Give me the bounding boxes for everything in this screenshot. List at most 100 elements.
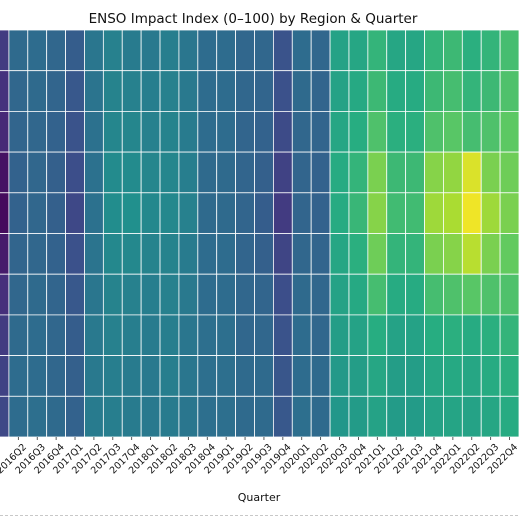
heatmap-cell: [27, 355, 48, 397]
heatmap-cell: [102, 29, 123, 72]
x-tick-labels: 2016Q22016Q32016Q42017Q12017Q22017Q32017…: [0, 437, 519, 476]
heatmap-cell: [102, 273, 123, 316]
heatmap-cell: [159, 111, 180, 153]
heatmap-cell: [424, 273, 444, 316]
heatmap-cell: [310, 355, 331, 397]
heatmap-cell: [480, 111, 501, 153]
heatmap-cell: [102, 314, 123, 356]
heatmap-cell: [197, 355, 218, 397]
heatmap-cell: [499, 151, 519, 194]
heatmap-cell: [84, 151, 104, 194]
heatmap-cell: [216, 395, 237, 438]
heatmap-cell: [159, 273, 180, 316]
heatmap-cell: [443, 314, 463, 356]
heatmap-cell: [272, 151, 293, 194]
heatmap-cell: [235, 151, 255, 194]
heatmap-cell: [46, 233, 66, 275]
heatmap-cell: [443, 29, 463, 72]
heatmap-cell: [443, 111, 463, 153]
heatmap-cell: [480, 395, 501, 438]
heatmap-cell: [121, 192, 142, 234]
heatmap-cell: [424, 355, 444, 397]
heatmap-cell: [367, 355, 388, 397]
heatmap-cell: [159, 233, 180, 275]
heatmap-cell: [386, 151, 407, 194]
heatmap-cell: [46, 314, 66, 356]
x-axis-label: Quarter: [238, 491, 281, 504]
heatmap-cell: [329, 192, 350, 234]
heatmap-cell: [405, 192, 425, 234]
heatmap-cell: [254, 355, 274, 397]
heatmap-cell: [121, 314, 142, 356]
heatmap-cell: [235, 355, 255, 397]
heatmap-cell: [216, 111, 237, 153]
heatmap-cell: [480, 233, 501, 275]
heatmap-cell: [197, 111, 218, 153]
heatmap-cell: [310, 395, 331, 438]
heatmap-cell: [329, 29, 350, 72]
heatmap-cell: [367, 273, 388, 316]
heatmap-cell: [424, 70, 444, 112]
heatmap-cell: [121, 355, 142, 397]
heatmap-cell: [178, 29, 199, 72]
heatmap-cell: [159, 314, 180, 356]
heatmap-cell: [159, 395, 180, 438]
heatmap-cell: [254, 395, 274, 438]
heatmap-cell: [65, 192, 85, 234]
heatmap-cell: [329, 233, 350, 275]
heatmap-cell: [424, 111, 444, 153]
heatmap-cell: [461, 395, 482, 438]
heatmap-cell: [499, 70, 519, 112]
heatmap-cell: [178, 111, 199, 153]
heatmap-cell: [254, 192, 274, 234]
heatmap-cell: [461, 314, 482, 356]
heatmap-cell: [197, 151, 218, 194]
heatmap-cell: [121, 273, 142, 316]
heatmap-cell: [178, 233, 199, 275]
heatmap-cell: [102, 70, 123, 112]
heatmap-cell: [235, 233, 255, 275]
heatmap-cell: [178, 355, 199, 397]
heatmap-cell: [499, 314, 519, 356]
heatmap-cell: [499, 111, 519, 153]
heatmap-cell: [310, 314, 331, 356]
heatmap-cell: [197, 192, 218, 234]
heatmap-cell: [254, 273, 274, 316]
heatmap-cell: [235, 314, 255, 356]
heatmap-cell: [329, 355, 350, 397]
heatmap-cell: [65, 314, 85, 356]
heatmap-cell: [405, 151, 425, 194]
heatmap-cell: [386, 192, 407, 234]
heatmap-cell: [121, 111, 142, 153]
heatmap-cell: [480, 151, 501, 194]
heatmap-cell: [499, 355, 519, 397]
heatmap-cell: [121, 70, 142, 112]
heatmap-cell: [329, 111, 350, 153]
heatmap-cell: [65, 273, 85, 316]
heatmap-cell: [424, 192, 444, 234]
heatmap-cell: [0, 70, 10, 112]
heatmap-cell: [216, 29, 237, 72]
heatmap-cell: [84, 29, 104, 72]
heatmap-cell: [27, 192, 48, 234]
heatmap-cell: [480, 29, 501, 72]
heatmap-cell: [254, 111, 274, 153]
heatmap-cell: [140, 233, 161, 275]
heatmap-cell: [254, 314, 274, 356]
heatmap-cell: [178, 273, 199, 316]
heatmap-cell: [216, 233, 237, 275]
heatmap-cell: [235, 395, 255, 438]
heatmap-cell: [102, 151, 123, 194]
heatmap-cell: [386, 233, 407, 275]
heatmap-cell: [159, 29, 180, 72]
heatmap-cell: [197, 273, 218, 316]
heatmap-cell: [27, 273, 48, 316]
heatmap-cell: [197, 395, 218, 438]
heatmap-cell: [8, 29, 29, 72]
heatmap-cell: [140, 314, 161, 356]
heatmap-cell: [140, 70, 161, 112]
heatmap-cell: [329, 314, 350, 356]
heatmap-cell: [499, 29, 519, 72]
heatmap-cell: [197, 70, 218, 112]
heatmap-cell: [499, 273, 519, 316]
